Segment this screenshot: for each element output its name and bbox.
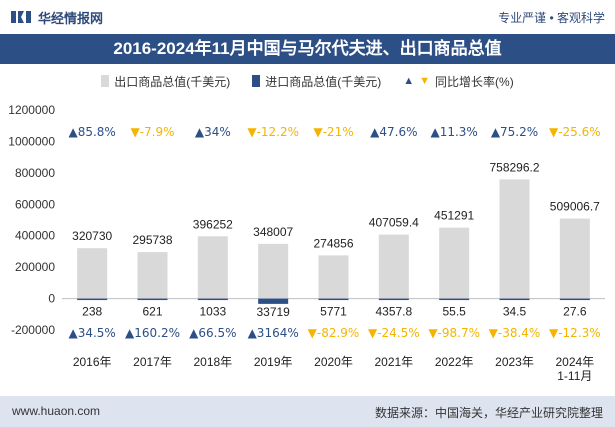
legend-item-growth: ▲ ▼ 同比增长率(%) xyxy=(403,72,513,90)
export-growth-label: ▲11.3% xyxy=(430,125,477,139)
export-value-label: 348007 xyxy=(253,225,293,239)
x-tick-label: 2021年 xyxy=(374,355,413,369)
export-value-label: 295738 xyxy=(132,233,172,247)
legend-swatch-import xyxy=(252,75,261,87)
y-tick-label: 1200000 xyxy=(8,103,55,117)
legend-label-export: 出口商品总值(千美元) xyxy=(114,74,231,89)
import-growth-label: ▲160.2% xyxy=(125,326,180,340)
chart-legend: 出口商品总值(千美元) 进口商品总值(千美元) ▲ ▼ 同比增长率(%) xyxy=(0,72,615,90)
import-growth-label: ▲3164% xyxy=(248,326,299,340)
import-value-label: 1033 xyxy=(199,305,226,319)
export-value-label: 407059.4 xyxy=(369,216,419,230)
down-triangle-icon: ▼ xyxy=(419,75,431,87)
export-bar xyxy=(499,179,530,299)
export-growth-label: ▲75.2% xyxy=(491,125,538,139)
import-bar xyxy=(378,298,409,301)
import-value-label: 34.5 xyxy=(503,305,527,319)
import-growth-label: ▼-38.4% xyxy=(489,326,541,340)
logo: 华经情报网 xyxy=(10,7,103,27)
y-tick-label: 1000000 xyxy=(8,134,55,148)
legend-swatch-export xyxy=(101,75,110,87)
y-tick-label: 600000 xyxy=(15,197,55,211)
import-growth-label: ▼-82.9% xyxy=(308,326,360,340)
y-tick-label: 0 xyxy=(48,292,55,306)
export-growth-label: ▲47.6% xyxy=(370,125,417,139)
export-bar xyxy=(197,236,228,299)
title-bar: 2016-2024年11月中国与马尔代夫进、出口商品总值 xyxy=(0,34,615,64)
import-growth-label: ▼-12.3% xyxy=(549,326,601,340)
x-tick-label: 2018年 xyxy=(193,355,232,369)
export-value-label: 758296.2 xyxy=(489,160,539,174)
export-value-label: 451291 xyxy=(434,209,474,223)
import-bar xyxy=(197,298,228,301)
export-bar xyxy=(318,255,349,299)
chart-area: -200000 0 200000 400000 600000 800000 1000000 1… xyxy=(8,103,605,383)
website-link[interactable]: www.huaon.com xyxy=(12,404,101,418)
export-value-label: 509006.7 xyxy=(550,200,600,214)
export-growth-label: ▼-25.6% xyxy=(549,125,601,139)
x-tick-label: 2016年 xyxy=(73,355,112,369)
import-bar xyxy=(77,298,108,301)
import-value-label: 5771 xyxy=(320,305,347,319)
export-growth-label: ▲34% xyxy=(195,125,231,139)
import-value-label: 27.6 xyxy=(563,305,587,319)
x-tick-label: 2024年 xyxy=(555,355,594,369)
import-bar xyxy=(499,298,530,301)
top-bar: 华经情报网 专业严谨 • 客观科学 xyxy=(0,0,615,34)
import-bar xyxy=(318,298,349,301)
import-value-label: 55.5 xyxy=(442,305,466,319)
export-value-label: 396252 xyxy=(193,217,233,231)
import-bar xyxy=(258,298,289,304)
data-source: 数据来源：中国海关，华经产业研究院整理 xyxy=(374,406,603,420)
logo-text: 华经情报网 xyxy=(38,10,104,26)
slogan: 专业严谨 • 客观科学 xyxy=(498,11,605,25)
x-tick-label: 1-11月 xyxy=(557,369,592,383)
export-growth-label: ▼-21% xyxy=(313,125,353,139)
y-tick-label: -200000 xyxy=(11,323,55,337)
y-tick-label: 200000 xyxy=(15,260,55,274)
legend-label-import: 进口商品总值(千美元) xyxy=(265,74,382,89)
legend-item-import: 进口商品总值(千美元) xyxy=(252,72,381,90)
export-bar xyxy=(439,227,470,299)
import-growth-label: ▼-24.5% xyxy=(368,326,420,340)
export-bar xyxy=(258,243,289,299)
import-growth-label: ▲34.5% xyxy=(68,326,115,340)
x-tick-label: 2023年 xyxy=(495,355,534,369)
y-tick-label: 800000 xyxy=(15,166,55,180)
import-bar xyxy=(559,298,590,301)
x-tick-label: 2019年 xyxy=(254,355,293,369)
import-value-label: 621 xyxy=(142,305,162,319)
logo-icon xyxy=(11,11,31,23)
x-tick-label: 2017年 xyxy=(133,355,172,369)
x-tick-label: 2022年 xyxy=(435,355,474,369)
export-bar xyxy=(378,234,409,299)
import-growth-label: ▲66.5% xyxy=(189,326,236,340)
export-growth-label: ▼-7.9% xyxy=(130,125,174,139)
footer: www.huaon.com 数据来源：中国海关，华经产业研究院整理 xyxy=(0,396,615,427)
export-bar xyxy=(137,252,168,299)
export-value-label: 274856 xyxy=(313,236,353,250)
import-value-label: 33719 xyxy=(256,305,290,319)
import-value-label: 4357.8 xyxy=(375,305,412,319)
chart-title: 2016-2024年11月中国与马尔代夫进、出口商品总值 xyxy=(113,39,502,58)
import-bar xyxy=(137,298,168,301)
export-bar xyxy=(559,218,590,299)
export-value-label: 320730 xyxy=(72,229,112,243)
import-growth-label: ▼-98.7% xyxy=(428,326,480,340)
import-value-label: 238 xyxy=(82,305,102,319)
export-growth-label: ▼-12.2% xyxy=(247,125,299,139)
legend-item-export: 出口商品总值(千美元) xyxy=(101,72,230,90)
legend-label-growth: 同比增长率(%) xyxy=(435,74,514,89)
up-triangle-icon: ▲ xyxy=(403,75,415,87)
import-bar xyxy=(439,298,470,301)
export-growth-label: ▲85.8% xyxy=(68,125,115,139)
export-bar xyxy=(77,248,108,299)
x-tick-label: 2020年 xyxy=(314,355,353,369)
y-tick-label: 400000 xyxy=(15,229,55,243)
